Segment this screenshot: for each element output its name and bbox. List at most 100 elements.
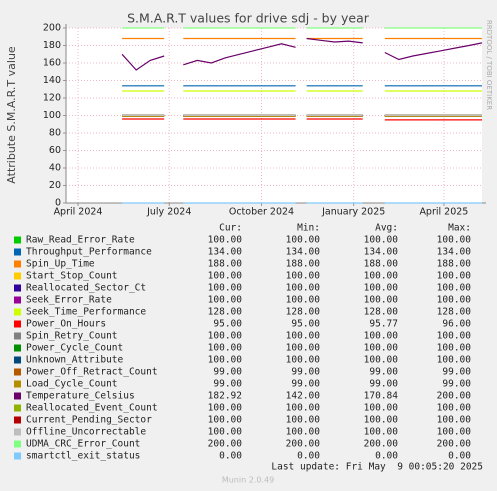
stat-value: 100.00 [286, 235, 321, 246]
legend-label: Reallocated_Sector_Ct [26, 283, 146, 294]
legend-swatch [14, 440, 21, 448]
stat-value: 188.00 [364, 259, 399, 270]
legend-label: Power_On_Hours [26, 319, 106, 330]
legend-swatch [14, 308, 21, 316]
stat-value: 100.00 [364, 415, 399, 426]
legend-label: Seek_Time_Performance [26, 307, 146, 318]
stat-value: 170.84 [364, 391, 399, 402]
stat-value: 100.00 [364, 271, 399, 282]
y-tick-label: 140 [43, 75, 61, 86]
stat-value: 134.00 [286, 247, 321, 258]
x-tick-label: July 2024 [146, 207, 191, 218]
stat-value: 100.00 [437, 403, 472, 414]
legend-label: Power_Cycle_Count [26, 343, 123, 354]
stat-value: 100.00 [364, 355, 399, 366]
stat-value: 99.00 [291, 379, 320, 390]
y-tick-label: 60 [49, 145, 61, 156]
stat-value: 128.00 [208, 307, 243, 318]
y-axis-label: Attribute S.M.A.R.T value [5, 46, 18, 184]
series-line [122, 118, 482, 121]
legend-swatch [14, 404, 21, 412]
stat-value: 188.00 [437, 259, 472, 270]
stat-value: 99.00 [291, 367, 320, 378]
stat-value: 100.00 [286, 403, 321, 414]
footer: Last update: Fri May 9 00:05:20 2025 [271, 462, 483, 473]
stat-value: 0.00 [219, 451, 242, 462]
legend-swatch [14, 380, 21, 388]
stat-value: 188.00 [208, 259, 243, 270]
stat-value: 100.00 [208, 343, 243, 354]
legend-swatch [14, 284, 21, 292]
stat-value: 100.00 [437, 283, 472, 294]
legend-label: Raw_Read_Error_Rate [26, 235, 135, 246]
stat-value: 0.00 [375, 451, 398, 462]
stat-value: 100.00 [208, 355, 243, 366]
stat-value: 128.00 [437, 307, 472, 318]
stat-value: 134.00 [208, 247, 243, 258]
stat-value: 188.00 [286, 259, 321, 270]
stat-value: 99.00 [369, 379, 398, 390]
legend-label: Current_Pending_Sector [26, 415, 152, 426]
side-label: RRDTOOL / TOBI OETIKER [485, 20, 493, 110]
legend-swatch [14, 260, 21, 268]
stat-value: 100.00 [437, 295, 472, 306]
stat-value: 134.00 [437, 247, 472, 258]
stat-value: 100.00 [437, 271, 472, 282]
legend-label: Temperature_Celsius [26, 391, 135, 402]
legend-label: Spin_Up_Time [26, 259, 95, 270]
y-tick-label: 120 [43, 93, 61, 104]
legend-swatch [14, 272, 21, 280]
y-tick-label: 20 [49, 180, 61, 191]
stat-value: 96.00 [442, 319, 471, 330]
stat-value: 100.00 [364, 403, 399, 414]
x-tick-label: October 2024 [229, 207, 294, 218]
stat-value: 100.00 [286, 415, 321, 426]
legend-swatch [14, 320, 21, 328]
stat-value: 100.00 [364, 427, 399, 438]
stat-value: 99.00 [213, 379, 242, 390]
stat-value: 100.00 [364, 235, 399, 246]
legend-swatch [14, 356, 21, 364]
legend-label: Power_Off_Retract_Count [26, 367, 158, 378]
stat-value: 100.00 [208, 427, 243, 438]
stat-value: 100.00 [437, 343, 472, 354]
stat-value: 100.00 [364, 331, 399, 342]
stat-value: 100.00 [208, 235, 243, 246]
legend-swatch [14, 416, 21, 424]
stat-value: 100.00 [364, 283, 399, 294]
legend-swatch [14, 332, 21, 340]
version: Munin 2.0.49 [222, 476, 274, 485]
stat-value: 95.00 [213, 319, 242, 330]
stat-value: 100.00 [437, 355, 472, 366]
stat-value: 100.00 [208, 283, 243, 294]
stat-value: 99.00 [213, 367, 242, 378]
stat-value: 0.00 [448, 451, 471, 462]
stat-value: 134.00 [364, 247, 399, 258]
legend-swatch [14, 248, 21, 256]
legend-swatch [14, 344, 21, 352]
legend-swatch [14, 368, 21, 376]
y-tick-label: 200 [43, 23, 61, 34]
stat-value: 100.00 [286, 331, 321, 342]
legend-swatch [14, 452, 21, 460]
stat-value: 100.00 [286, 271, 321, 282]
chart-title: S.M.A.R.T values for drive sdj - by year [127, 11, 370, 26]
stat-value: 128.00 [286, 307, 321, 318]
stat-value: 200.00 [208, 439, 243, 450]
stat-value: 99.00 [442, 367, 471, 378]
stat-value: 100.00 [437, 427, 472, 438]
stat-value: 200.00 [286, 439, 321, 450]
y-tick-label: 0 [55, 198, 61, 209]
stat-value: 200.00 [364, 439, 399, 450]
legend-swatch [14, 236, 21, 244]
legend-label: smartctl_exit_status [26, 451, 140, 462]
legend-label: Start_Stop_Count [26, 271, 118, 282]
stat-value: 100.00 [364, 343, 399, 354]
legend-label: UDMA_CRC_Error_Count [26, 439, 140, 450]
y-tick-label: 40 [49, 163, 61, 174]
y-tick-label: 80 [49, 128, 61, 139]
y-tick-label: 100 [43, 110, 61, 121]
stat-value: 100.00 [286, 295, 321, 306]
stat-value: 100.00 [286, 427, 321, 438]
